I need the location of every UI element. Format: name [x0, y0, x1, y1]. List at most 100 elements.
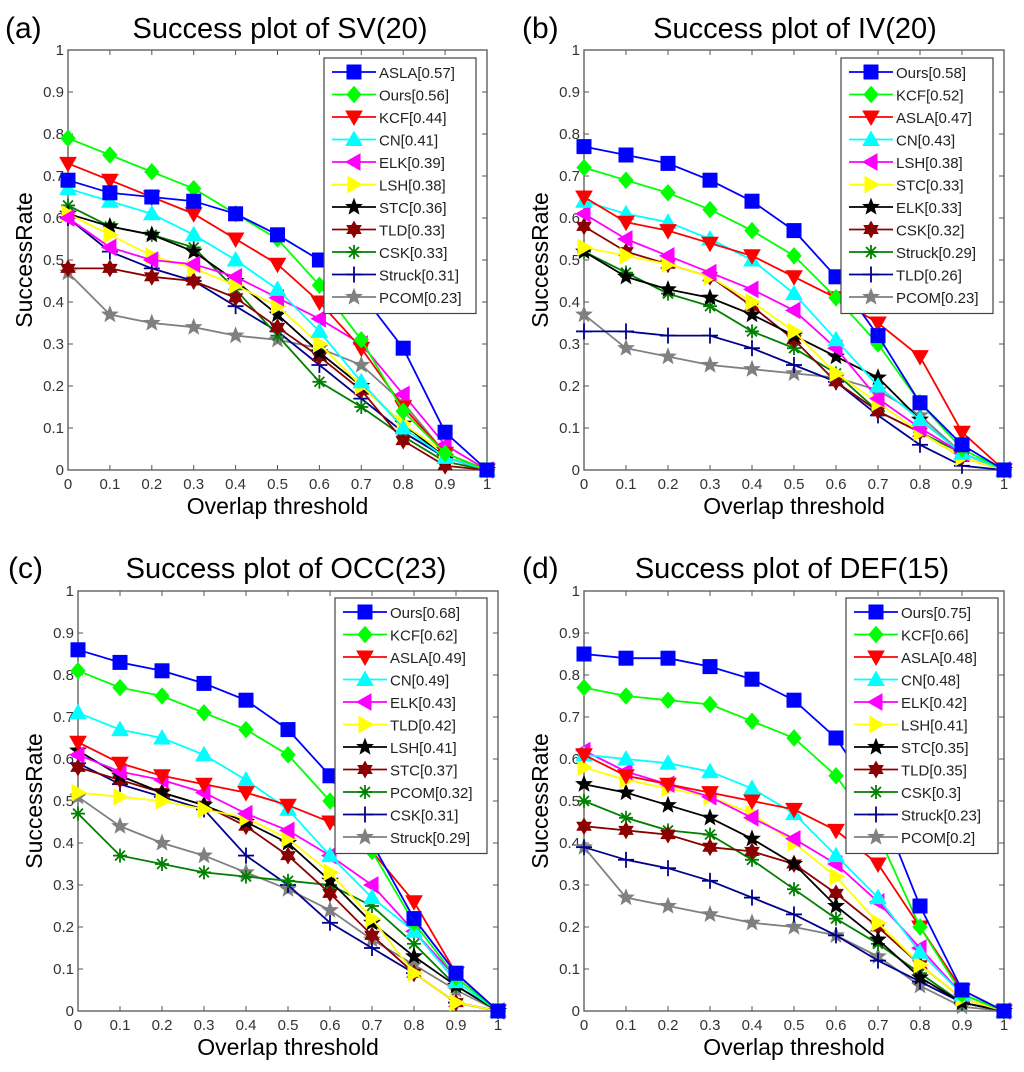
legend-item: LSH[0.41]	[343, 737, 457, 757]
data-point	[702, 200, 718, 219]
x-tick-label: 1	[1000, 476, 1008, 493]
data-point	[238, 720, 254, 739]
data-point	[226, 326, 245, 344]
legend-item: CSK[0.32]	[849, 220, 964, 240]
y-tick-label: 0.7	[559, 168, 580, 185]
x-tick-label: 0.1	[616, 476, 637, 493]
data-point	[744, 340, 760, 357]
data-point	[785, 802, 803, 819]
legend-item: Ours[0.68]	[343, 604, 460, 622]
data-point	[659, 777, 677, 794]
data-point	[702, 659, 718, 675]
x-tick-label: 0.2	[658, 1017, 679, 1034]
series-tld	[71, 783, 508, 1020]
legend-label: CSK[0.31]	[390, 808, 458, 825]
legend-label: TLD[0.42]	[390, 718, 456, 735]
data-point	[102, 146, 118, 164]
data-point	[281, 873, 295, 888]
x-tick-label: 0.6	[309, 476, 330, 493]
data-point	[786, 223, 802, 239]
legend-marker	[345, 287, 363, 305]
data-point	[576, 839, 592, 856]
x-tick-label: 0.3	[700, 476, 721, 493]
legend-marker	[357, 760, 373, 779]
legend-marker	[347, 175, 364, 194]
data-point	[196, 675, 212, 691]
x-tick-label: 0.6	[826, 1017, 847, 1034]
data-point	[618, 147, 634, 163]
x-tick-label: 0.1	[110, 1017, 131, 1034]
data-point	[660, 691, 676, 709]
legend-item: PCOM[0.23]	[332, 287, 462, 307]
legend-marker	[863, 85, 879, 104]
data-point	[617, 215, 635, 232]
legend-label: STC[0.36]	[379, 200, 447, 217]
legend: Ours[0.75] KCF[0.66] ASLA[0.48] CN[0.48] ELK…	[845, 597, 999, 855]
legend-marker	[868, 604, 884, 620]
x-tick-label: 1	[1000, 1017, 1008, 1034]
y-tick-label: 0.1	[559, 961, 580, 978]
legend-item: LSH[0.41]	[854, 715, 968, 735]
data-point	[660, 650, 676, 666]
data-point	[321, 900, 339, 918]
data-point	[310, 322, 329, 338]
x-tick-label: 0	[74, 1017, 82, 1034]
data-point	[617, 267, 635, 285]
legend-item: STC[0.35]	[854, 737, 969, 757]
data-point	[448, 965, 464, 981]
data-point	[577, 758, 594, 777]
data-point	[784, 301, 801, 320]
legend-label: LSH[0.41]	[901, 718, 968, 735]
legend-item: ASLA[0.48]	[854, 650, 977, 667]
data-point	[616, 230, 633, 248]
data-point	[827, 823, 845, 840]
data-point	[228, 206, 244, 222]
series-group	[58, 129, 497, 480]
data-point	[617, 888, 635, 906]
legend-label: CN[0.49]	[390, 673, 449, 690]
data-point	[617, 749, 635, 766]
x-tick-label: 0.8	[910, 1017, 931, 1034]
data-point	[395, 340, 411, 356]
legend-label: Struck[0.29]	[896, 245, 976, 262]
data-point	[237, 786, 255, 802]
data-point	[786, 357, 802, 373]
data-point	[913, 955, 930, 974]
data-point	[996, 462, 1012, 478]
legend-item: ELK[0.43]	[343, 693, 456, 712]
y-tick-label: 0.6	[559, 751, 580, 768]
data-point	[742, 280, 759, 299]
data-point	[100, 238, 117, 257]
data-point	[405, 946, 423, 965]
data-point	[184, 255, 201, 274]
data-point	[911, 350, 929, 366]
data-point	[744, 221, 760, 240]
legend-marker	[357, 806, 373, 823]
legend-marker	[861, 153, 878, 171]
legend-marker	[864, 175, 881, 194]
data-point	[154, 687, 170, 705]
data-point	[364, 926, 380, 945]
data-point	[701, 762, 719, 779]
data-point	[111, 756, 129, 773]
data-point	[144, 163, 160, 181]
data-point	[660, 825, 676, 844]
data-point	[996, 1003, 1012, 1019]
data-point	[619, 246, 636, 265]
legend-item: Ours[0.75]	[854, 604, 971, 622]
legend-label: ASLA[0.49]	[390, 650, 466, 667]
data-point	[226, 232, 245, 249]
data-point	[406, 911, 422, 927]
data-point	[659, 279, 677, 298]
legend-marker	[867, 737, 885, 755]
data-point	[238, 847, 254, 864]
panel-label: (b)	[522, 12, 559, 45]
legend-marker	[358, 785, 372, 799]
legend-label: ASLA[0.47]	[896, 110, 972, 127]
legend-label: Ours[0.68]	[390, 605, 460, 622]
data-point	[407, 964, 424, 983]
data-point	[617, 769, 635, 785]
data-point	[195, 777, 213, 794]
y-tick-label: 0.7	[559, 709, 580, 726]
legend-item: ASLA[0.49]	[343, 650, 466, 667]
